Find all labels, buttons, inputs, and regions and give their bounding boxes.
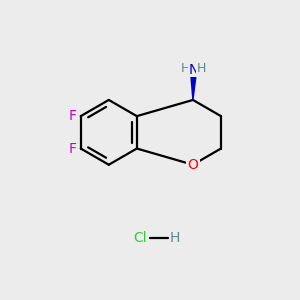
Text: H: H [197, 62, 206, 75]
Text: H: H [169, 231, 179, 245]
Text: Cl: Cl [134, 231, 147, 245]
Polygon shape [190, 72, 196, 100]
Text: F: F [68, 142, 76, 155]
Text: H: H [181, 62, 190, 75]
Text: O: O [188, 158, 198, 172]
Text: F: F [68, 109, 76, 123]
Text: N: N [188, 63, 199, 76]
